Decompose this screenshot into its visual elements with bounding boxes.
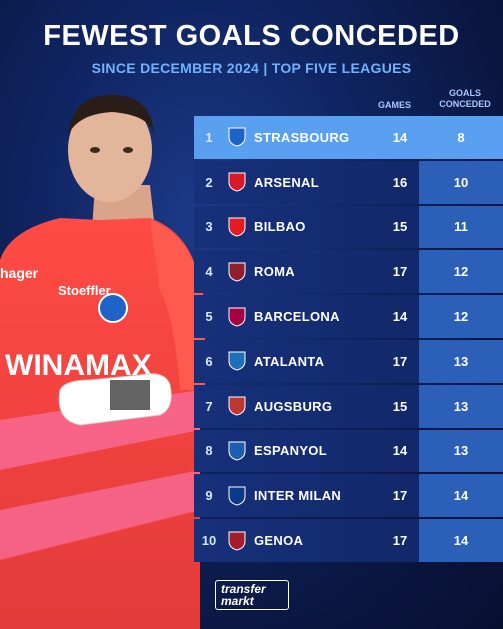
table-row: 9 INTER MILAN 17 14 (194, 473, 503, 518)
roma-crest-icon (224, 261, 250, 283)
team-name: BARCELONA (254, 309, 340, 325)
goals-conceded: 14 (453, 533, 469, 549)
atalanta-crest-icon (224, 350, 250, 372)
games-played: 17 (392, 353, 408, 369)
games-played: 14 (392, 129, 408, 145)
table-row: 8 ESPANYOL 14 13 (194, 429, 503, 474)
conceded-cell-background (419, 474, 503, 518)
table-row: 2 ARSENAL 16 10 (194, 160, 503, 205)
games-played: 17 (392, 533, 408, 549)
conceded-cell-background (419, 116, 503, 159)
rank: 1 (205, 129, 213, 145)
team-name: BILBAO (254, 219, 306, 235)
goalkeeper-illustration: Stoeffler hager WINAMAX (0, 95, 205, 629)
games-played: 17 (392, 264, 408, 280)
rank: 6 (205, 353, 213, 369)
strasbourg-crest-icon (98, 293, 128, 323)
conceded-cell-background (419, 160, 503, 204)
conceded-cell-background (419, 295, 503, 338)
strasbourg-crest-icon (224, 126, 250, 148)
conceded-cell-background (419, 429, 503, 473)
rank: 7 (205, 398, 213, 414)
genoa-crest-icon (224, 530, 250, 552)
page-title: FEWEST GOALS CONCEDED (43, 20, 460, 52)
augsburg-crest-icon (224, 395, 250, 417)
goals-conceded: 13 (453, 443, 469, 459)
team-name: INTER MILAN (254, 488, 342, 504)
rank: 10 (201, 533, 217, 549)
team-name: ARSENAL (254, 174, 319, 190)
team-name: ESPANYOL (254, 443, 327, 459)
conceded-cell-background (419, 384, 503, 428)
goals-conceded: 13 (453, 398, 469, 414)
games-played: 16 (392, 174, 408, 190)
sleeve-sponsor: hager (0, 265, 39, 281)
table-row: 6 ATALANTA 17 13 (194, 339, 503, 384)
espanyol-crest-icon (224, 440, 250, 462)
logo-line1: transfer (221, 582, 266, 596)
page-subtitle: SINCE DECEMBER 2024 | TOP FIVE LEAGUES (91, 60, 412, 76)
rank: 8 (205, 443, 213, 459)
team-name: STRASBOURG (254, 129, 350, 145)
logo-line2: markt (221, 594, 254, 608)
goals-conceded: 8 (457, 129, 465, 145)
goals-conceded: 10 (453, 174, 469, 190)
arsenal-crest-icon (224, 171, 250, 193)
games-column-header: GAMES (377, 100, 411, 110)
goals-conceded-header-line2: CONCEDED (439, 99, 491, 109)
team-name: ATALANTA (254, 353, 325, 369)
conceded-cell-background (419, 250, 503, 294)
conceded-cell-background (419, 205, 503, 249)
table-row: 4 ROMA 17 12 (194, 249, 503, 294)
team-name: GENOA (254, 533, 304, 549)
games-played: 17 (392, 488, 408, 504)
transfermarkt-logo: transfer markt (215, 580, 289, 610)
inter-crest-icon (224, 485, 250, 507)
bilbao-crest-icon (224, 216, 250, 238)
team-name: ROMA (254, 264, 295, 280)
table-row: 3 BILBAO 15 11 (194, 205, 503, 250)
goals-conceded: 13 (453, 353, 469, 369)
table-row: 7 AUGSBURG 15 13 (194, 384, 503, 429)
barcelona-crest-icon (224, 306, 250, 328)
rank: 2 (205, 174, 213, 190)
rank: 3 (205, 219, 213, 235)
rank: 4 (205, 264, 213, 280)
games-played: 15 (392, 398, 408, 414)
conceded-cell-background (419, 339, 503, 383)
table-row: 10 GENOA 17 14 (194, 518, 503, 563)
goals-conceded-header-line1: GOALS (448, 88, 481, 98)
goals-conceded: 11 (454, 219, 468, 235)
rank: 5 (205, 309, 213, 325)
games-played: 14 (392, 309, 408, 325)
conceded-cell-background (419, 519, 503, 562)
table-row: 5 BARCELONA 14 12 (194, 294, 503, 339)
games-played: 14 (392, 443, 408, 459)
goals-conceded: 12 (453, 309, 469, 325)
standings-table: 1 STRASBOURG 14 8 2 ARSENAL 16 10 3 BILB… (194, 115, 503, 563)
table-row: 1 STRASBOURG 14 8 (194, 115, 503, 160)
goals-conceded: 12 (453, 264, 469, 280)
rank: 9 (205, 488, 213, 504)
goals-conceded-header: GOALS CONCEDED (430, 88, 500, 110)
games-played: 15 (392, 219, 408, 235)
team-name: AUGSBURG (254, 398, 333, 414)
goals-conceded: 14 (453, 488, 469, 504)
chest-sponsor-small: Stoeffler (58, 283, 111, 298)
